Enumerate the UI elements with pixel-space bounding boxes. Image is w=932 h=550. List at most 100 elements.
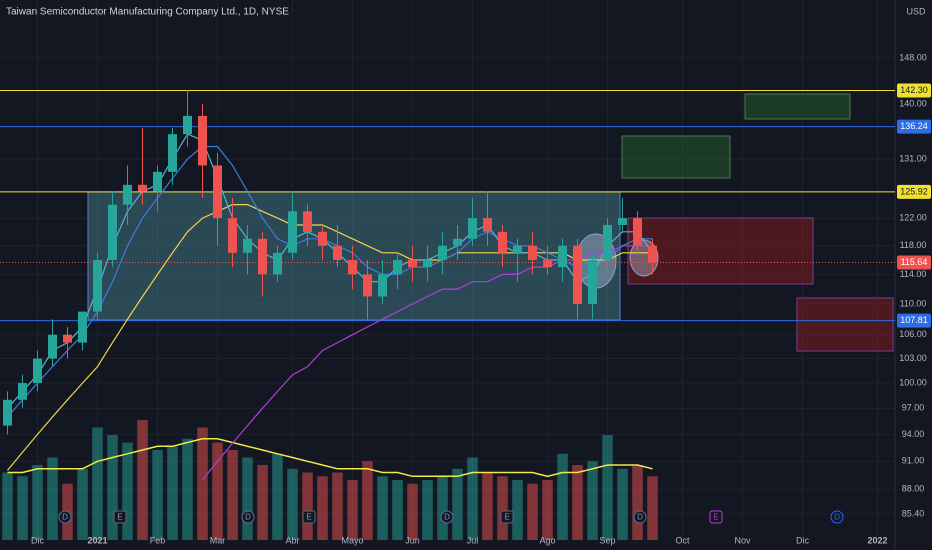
volume-bar bbox=[92, 427, 103, 540]
candle-body bbox=[228, 218, 237, 253]
x-tick-label: 2022 bbox=[867, 535, 887, 545]
event-label: E bbox=[713, 513, 718, 522]
volume-bar bbox=[272, 453, 283, 540]
event-marker bbox=[302, 510, 316, 524]
y-tick-label: 114.00 bbox=[900, 269, 927, 279]
y-tick-label: 91.00 bbox=[902, 456, 925, 466]
volume-bar bbox=[572, 465, 583, 540]
x-tick-label: Nov bbox=[734, 535, 751, 545]
y-tick-label: 122.00 bbox=[899, 213, 927, 223]
y-tick-label: 131.00 bbox=[899, 153, 927, 163]
candle-body bbox=[138, 184, 147, 192]
volume-bar bbox=[47, 457, 58, 540]
candle-body bbox=[318, 231, 327, 246]
x-tick-label: Oct bbox=[675, 535, 690, 545]
candle-body bbox=[108, 204, 117, 260]
candle-body bbox=[63, 334, 72, 343]
candle-body bbox=[558, 245, 567, 268]
volume-bar bbox=[302, 472, 313, 540]
candle-body bbox=[168, 134, 177, 172]
candle-body bbox=[618, 218, 627, 225]
candle-body bbox=[243, 238, 252, 253]
event-marker bbox=[633, 510, 647, 524]
x-tick-label: Mar bbox=[210, 535, 226, 545]
volume-bar bbox=[437, 476, 448, 540]
volume-bar bbox=[482, 472, 493, 540]
volume-bar bbox=[107, 435, 118, 540]
event-marker bbox=[113, 510, 127, 524]
volume-bar bbox=[257, 465, 268, 540]
line bbox=[7, 438, 653, 478]
y-tick-label: 88.00 bbox=[902, 483, 925, 493]
candle-body bbox=[438, 245, 447, 260]
currency-label: USD bbox=[906, 6, 926, 16]
candle-body bbox=[423, 259, 432, 268]
volume-bar bbox=[32, 465, 43, 540]
candle-body bbox=[633, 218, 642, 246]
candle-body bbox=[513, 245, 522, 253]
candle-body bbox=[153, 171, 162, 192]
candle-body bbox=[393, 259, 402, 275]
x-tick-label: Ago bbox=[539, 535, 555, 545]
volume-bar bbox=[317, 476, 328, 540]
volume-bar bbox=[512, 480, 523, 540]
candle-body bbox=[408, 259, 417, 268]
candle-body bbox=[483, 218, 492, 232]
event-marker bbox=[58, 510, 72, 524]
candle-body bbox=[453, 238, 462, 246]
event-label: E bbox=[504, 513, 509, 522]
y-tick-label: 110.00 bbox=[900, 298, 927, 308]
chart-title: Taiwan Semiconductor Manufacturing Compa… bbox=[6, 7, 289, 18]
volume-bar bbox=[197, 427, 208, 540]
price-badge-label: 115.64 bbox=[901, 257, 928, 267]
x-tick-label: Dic bbox=[796, 535, 809, 545]
candle-body bbox=[123, 184, 132, 205]
volume-bar bbox=[182, 438, 193, 540]
volume-bar bbox=[377, 476, 388, 540]
price-badge-label: 107.81 bbox=[900, 315, 928, 325]
candle-body bbox=[18, 383, 27, 400]
volume-bar bbox=[587, 461, 598, 540]
x-tick-label: Feb bbox=[150, 535, 166, 545]
price-badge bbox=[897, 184, 931, 199]
candle-body bbox=[303, 211, 312, 232]
volume-bar bbox=[167, 446, 178, 540]
price-badge-label: 142.30 bbox=[900, 85, 928, 95]
x-tick-label: Jul bbox=[467, 535, 479, 545]
price-badge bbox=[897, 255, 931, 270]
volume-bar bbox=[497, 476, 508, 540]
y-tick-label: 118.00 bbox=[900, 240, 927, 250]
volume-bar bbox=[152, 450, 163, 540]
stop-box bbox=[627, 217, 814, 285]
volume-bar bbox=[362, 461, 373, 540]
y-tick-label: 85.40 bbox=[902, 508, 925, 518]
y-tick-label: 148.00 bbox=[899, 52, 927, 62]
event-label: D bbox=[637, 513, 643, 522]
volume-bar bbox=[287, 468, 298, 540]
candle-body bbox=[543, 259, 552, 268]
volume-bar bbox=[17, 476, 28, 540]
volume-bar bbox=[452, 468, 463, 540]
candle-body bbox=[648, 245, 657, 263]
volume-bar bbox=[332, 472, 343, 540]
candle-body bbox=[273, 252, 282, 275]
price-badge bbox=[897, 119, 931, 134]
candle-body bbox=[498, 231, 507, 253]
candle-body bbox=[198, 115, 207, 166]
x-tick-label: Dic bbox=[31, 535, 44, 545]
y-tick-label: 97.00 bbox=[902, 403, 925, 413]
x-tick-label: Mayo bbox=[341, 535, 363, 545]
event-label: E bbox=[306, 513, 311, 522]
x-tick-label: Sep bbox=[599, 535, 615, 545]
volume-bar bbox=[392, 480, 403, 540]
candle-body bbox=[78, 311, 87, 343]
volume-bar bbox=[137, 420, 148, 540]
volume-bar bbox=[242, 457, 253, 540]
volume-bar bbox=[602, 435, 613, 540]
candle-body bbox=[258, 238, 267, 275]
candle-body bbox=[93, 259, 102, 312]
volume-bar bbox=[542, 480, 553, 540]
price-badge-label: 136.24 bbox=[900, 121, 928, 131]
volume-bar bbox=[212, 442, 223, 540]
candle-body bbox=[333, 245, 342, 260]
